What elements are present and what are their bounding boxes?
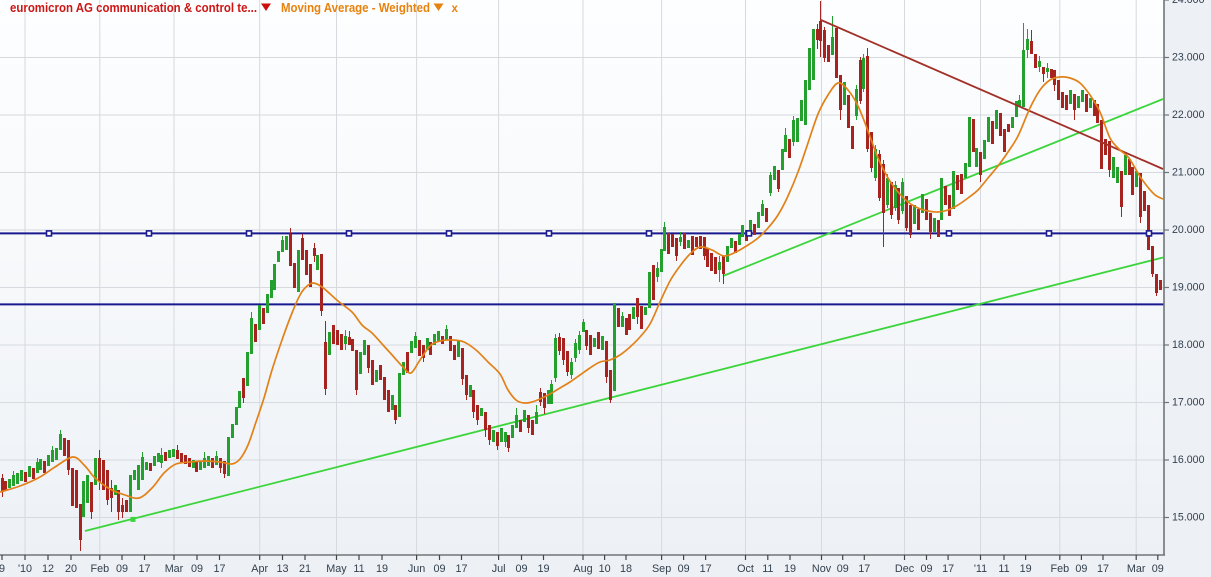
svg-text:18.000: 18.000 (1172, 339, 1205, 351)
svg-text:15.000: 15.000 (1172, 512, 1205, 524)
svg-text:19: 19 (537, 563, 549, 575)
svg-text:Moving Average - Weighted: Moving Average - Weighted (281, 1, 430, 15)
svg-text:19: 19 (376, 563, 388, 575)
svg-text:20: 20 (65, 563, 77, 575)
svg-text:12: 12 (42, 563, 54, 575)
svg-text:'11: '11 (974, 563, 987, 575)
svg-text:17: 17 (858, 563, 870, 575)
svg-text:Feb: Feb (90, 563, 109, 575)
svg-text:11: 11 (353, 563, 364, 575)
svg-text:09: 09 (678, 563, 690, 575)
svg-text:09: 09 (116, 563, 128, 575)
svg-text:24.000: 24.000 (1172, 0, 1205, 6)
svg-text:17: 17 (942, 563, 954, 575)
svg-text:16.000: 16.000 (1172, 454, 1205, 466)
svg-text:17: 17 (455, 563, 467, 575)
svg-text:20.000: 20.000 (1172, 224, 1205, 236)
svg-text:17: 17 (1097, 563, 1109, 575)
svg-text:x: x (452, 3, 459, 15)
svg-text:9: 9 (0, 563, 5, 575)
svg-text:Mar: Mar (165, 563, 184, 575)
svg-text:09: 09 (1075, 563, 1087, 575)
svg-text:21: 21 (299, 563, 311, 575)
svg-text:13: 13 (276, 563, 288, 575)
svg-text:19: 19 (1020, 563, 1032, 575)
svg-text:'10: '10 (18, 563, 32, 575)
svg-text:19: 19 (784, 563, 796, 575)
svg-text:Mar: Mar (1127, 563, 1146, 575)
svg-text:11: 11 (762, 563, 773, 575)
svg-text:Sep: Sep (652, 563, 671, 575)
svg-text:Jul: Jul (492, 563, 506, 575)
svg-text:17: 17 (213, 563, 225, 575)
svg-text:09: 09 (515, 563, 527, 575)
svg-text:23.000: 23.000 (1172, 52, 1205, 64)
svg-text:euromicron AG communication &: euromicron AG communication & control te… (10, 1, 257, 15)
svg-text:19.000: 19.000 (1172, 282, 1205, 294)
svg-text:Jun: Jun (408, 563, 425, 575)
svg-text:11: 11 (998, 563, 1009, 575)
svg-text:22.000: 22.000 (1172, 109, 1205, 121)
svg-text:17: 17 (700, 563, 712, 575)
svg-text:Oct: Oct (737, 563, 754, 575)
svg-text:May: May (326, 563, 347, 575)
svg-text:10: 10 (599, 563, 611, 575)
svg-text:09: 09 (920, 563, 932, 575)
svg-text:09: 09 (837, 563, 849, 575)
svg-text:09: 09 (1152, 563, 1164, 575)
svg-text:09: 09 (433, 563, 445, 575)
svg-text:21.000: 21.000 (1172, 167, 1205, 179)
svg-text:Dec: Dec (895, 563, 915, 575)
svg-text:Nov: Nov (812, 563, 832, 575)
svg-text:09: 09 (191, 563, 203, 575)
svg-text:Feb: Feb (1050, 563, 1069, 575)
svg-text:Aug: Aug (573, 563, 592, 575)
svg-text:18: 18 (620, 563, 632, 575)
svg-text:17: 17 (138, 563, 150, 575)
svg-text:17.000: 17.000 (1172, 397, 1205, 409)
svg-text:Apr: Apr (251, 563, 268, 575)
